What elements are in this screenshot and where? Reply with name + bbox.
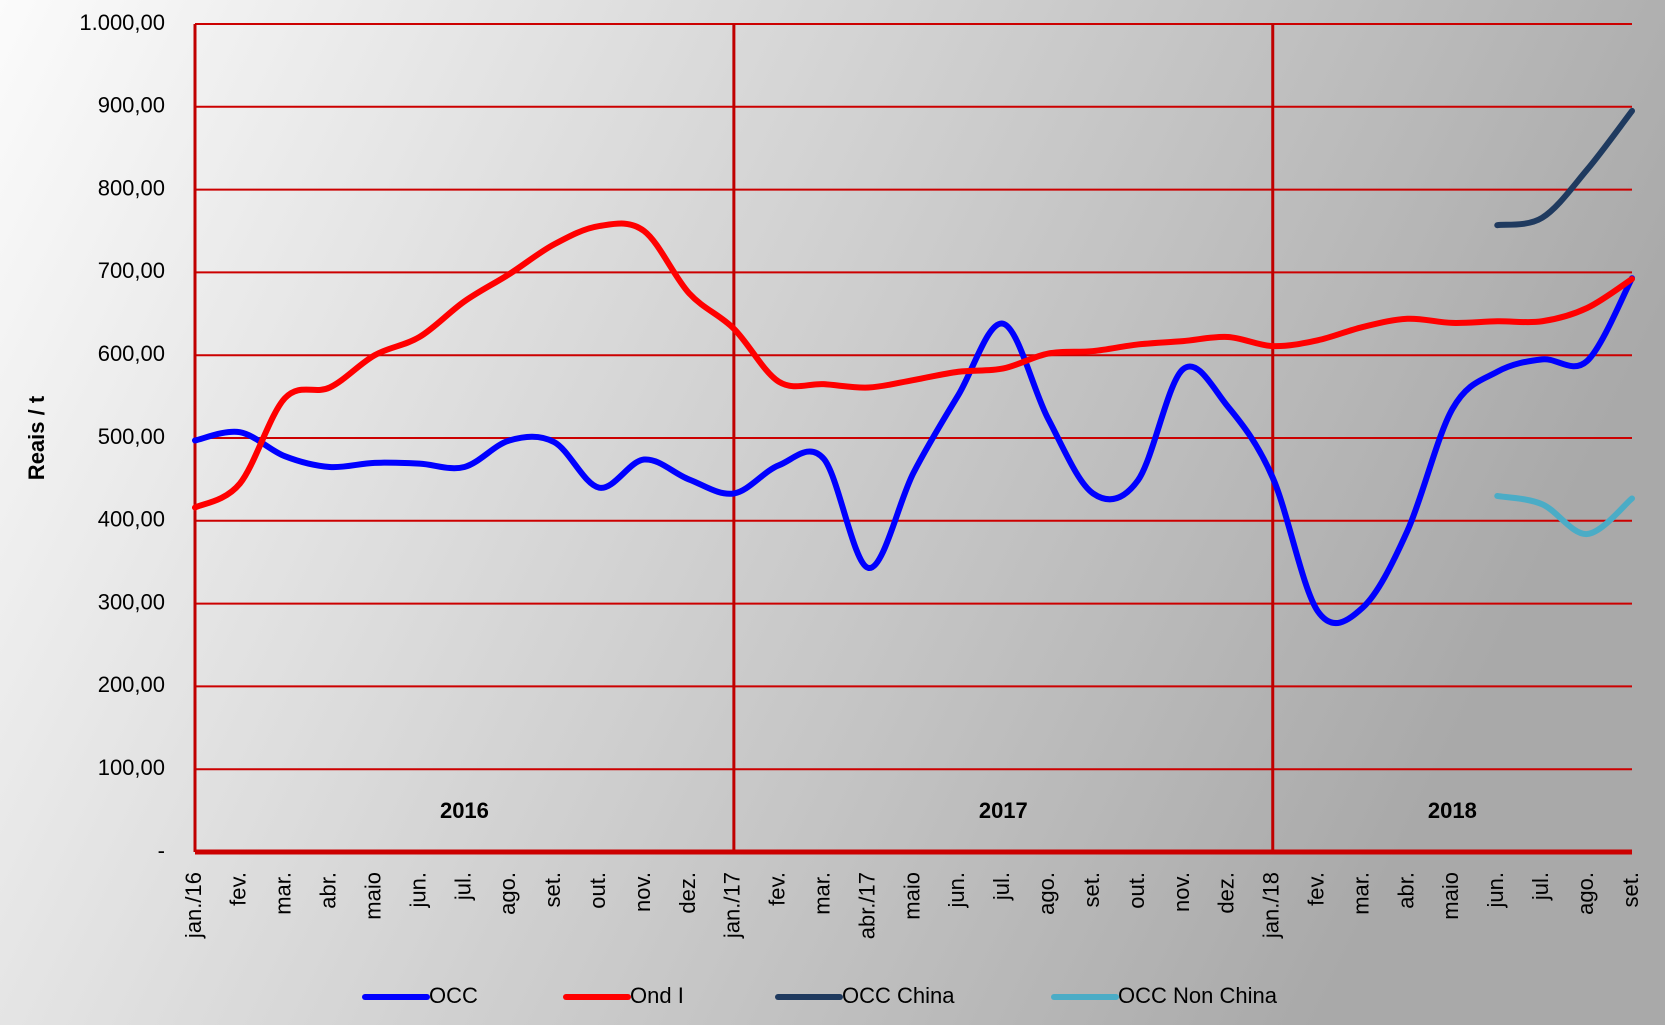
x-tick-label: dez. xyxy=(675,872,700,914)
x-tick-label: fev. xyxy=(765,872,790,906)
x-tick-label: ago. xyxy=(1573,872,1598,915)
x-tick-label: jun. xyxy=(405,872,430,908)
x-tick-label: nov. xyxy=(1169,872,1194,912)
x-tick-label: out. xyxy=(1124,872,1149,909)
x-tick-label: jan./16 xyxy=(181,872,206,939)
x-tick-label: jun. xyxy=(944,872,969,908)
y-tick-label: 300,00 xyxy=(98,589,165,614)
x-tick-label: fev. xyxy=(1303,872,1328,906)
y-tick-label: 400,00 xyxy=(98,507,165,532)
x-tick-label: mar. xyxy=(271,872,296,915)
y-tick-label: 900,00 xyxy=(98,93,165,118)
x-tick-label: jul. xyxy=(989,872,1014,901)
x-tick-label: abr./17 xyxy=(854,872,879,939)
x-tick-label: maio xyxy=(1438,872,1463,920)
y-tick-label: 600,00 xyxy=(98,341,165,366)
x-tick-label: maio xyxy=(899,872,924,920)
x-tick-label: dez. xyxy=(1214,872,1239,914)
x-tick-label: jul. xyxy=(1528,872,1553,901)
legend-label: OCC Non China xyxy=(1118,983,1278,1008)
y-tick-label: 100,00 xyxy=(98,755,165,780)
x-tick-label: jun. xyxy=(1483,872,1508,908)
year-label: 2016 xyxy=(440,798,489,823)
x-tick-label: ago. xyxy=(495,872,520,915)
y-tick-label: 700,00 xyxy=(98,258,165,283)
y-tick-label: 800,00 xyxy=(98,175,165,200)
year-label: 2018 xyxy=(1428,798,1477,823)
x-tick-label: nov. xyxy=(630,872,655,912)
y-tick-label: 200,00 xyxy=(98,672,165,697)
legend-label: Ond I xyxy=(630,983,684,1008)
x-tick-label: set. xyxy=(1079,872,1104,907)
x-tick-label: mar. xyxy=(810,872,835,915)
x-tick-label: maio xyxy=(360,872,385,920)
series-line xyxy=(1494,107,1635,229)
x-tick-label: fev. xyxy=(226,872,251,906)
series-line xyxy=(1494,492,1635,538)
x-tick-label: mar. xyxy=(1348,872,1373,915)
series-line xyxy=(192,275,1635,626)
y-tick-label: 1.000,00 xyxy=(79,10,165,35)
x-tick-label: abr. xyxy=(316,872,341,909)
x-tick-label: abr. xyxy=(1393,872,1418,909)
x-tick-label: ago. xyxy=(1034,872,1059,915)
x-tick-label: jan./18 xyxy=(1259,872,1284,939)
year-label: 2017 xyxy=(979,798,1028,823)
x-tick-label: jul. xyxy=(450,872,475,901)
series-line xyxy=(192,220,1635,511)
x-tick-label: jan./17 xyxy=(720,872,745,939)
x-tick-label: set. xyxy=(1618,872,1643,907)
legend-label: OCC xyxy=(429,983,478,1008)
y-tick-label: 500,00 xyxy=(98,424,165,449)
legend-label: OCC China xyxy=(842,983,955,1008)
y-tick-label: - xyxy=(158,838,165,863)
x-tick-label: set. xyxy=(540,872,565,907)
y-axis-label: Reais / t xyxy=(24,395,49,480)
x-tick-label: out. xyxy=(585,872,610,909)
